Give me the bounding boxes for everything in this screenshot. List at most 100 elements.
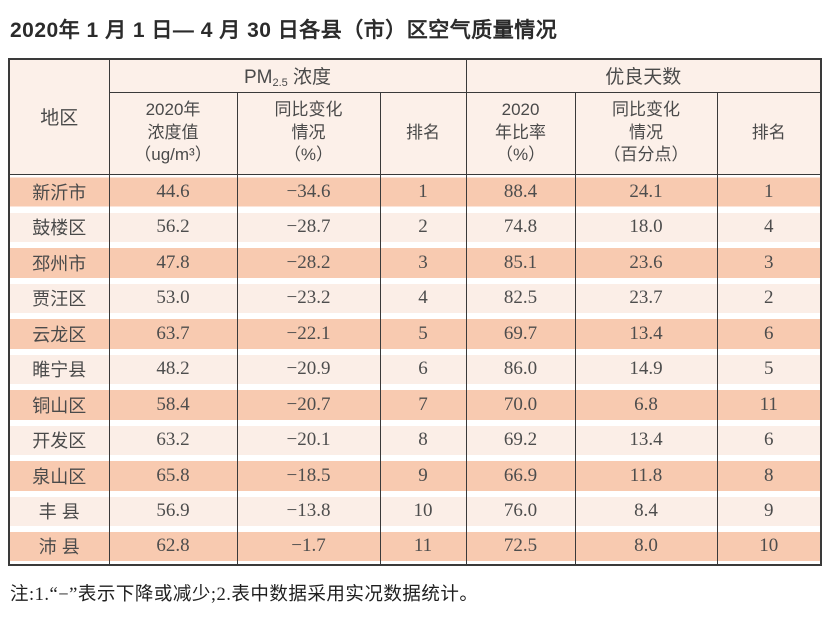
- cell-rate-change: 8.4: [574, 493, 718, 529]
- header-sub-row: 2020年 浓度值 （ug/m³） 同比变化 情况 （%） 排名 2020 年比…: [9, 91, 822, 175]
- header-rate-rank: 排名: [716, 91, 822, 175]
- cell-pm-value: 48.2: [108, 351, 238, 387]
- cell-pm-rank: 6: [379, 351, 467, 387]
- page-title: 2020年 1 月 1 日— 4 月 30 日各县（市）区空气质量情况: [10, 19, 558, 42]
- air-quality-table: 地区 PM2.5 浓度 优良天数 2020年 浓度值 （ug/m³） 同比变化 …: [8, 58, 823, 566]
- cell-region: 铜山区: [8, 387, 110, 423]
- cell-rate-change: 13.4: [574, 422, 718, 458]
- cell-rate-rank: 8: [716, 458, 822, 494]
- header-rate-change: 同比变化 情况 （百分点）: [574, 91, 718, 175]
- cell-pm-value: 65.8: [108, 458, 238, 494]
- cell-rate: 69.7: [465, 316, 576, 352]
- cell-rate-change: 23.6: [574, 245, 718, 281]
- table-row: 云龙区 63.7 −22.1 5 69.7 13.4 6: [8, 316, 822, 352]
- cell-region: 泉山区: [8, 458, 110, 494]
- cell-rate-change: 23.7: [574, 280, 718, 316]
- table-row: 沛 县 62.8 −1.7 11 72.5 8.0 10: [8, 529, 822, 565]
- cell-rate-rank: 1: [716, 174, 822, 210]
- pm25-label-prefix: PM: [243, 67, 273, 89]
- header-group-good-days: 优良天数: [465, 58, 822, 93]
- cell-pm-rank: 10: [379, 493, 467, 529]
- cell-pm-rank: 11: [379, 529, 467, 565]
- cell-rate: 86.0: [465, 351, 576, 387]
- cell-region: 鼓楼区: [8, 209, 110, 245]
- footnote: 注:1.“−”表示下降或减少;2.表中数据采用实况数据统计。: [10, 584, 479, 605]
- cell-pm-value: 56.2: [108, 209, 238, 245]
- table-row: 开发区 63.2 −20.1 8 69.2 13.4 6: [8, 422, 822, 458]
- pm25-label-subscript: 2.5: [272, 77, 288, 89]
- cell-rate: 66.9: [465, 458, 576, 494]
- cell-region: 睢宁县: [8, 351, 110, 387]
- cell-rate-change: 24.1: [574, 174, 718, 210]
- table-row: 丰 县 56.9 −13.8 10 76.0 8.4 9: [8, 493, 822, 529]
- header-group-row: 地区 PM2.5 浓度 优良天数: [8, 58, 822, 175]
- header-pm-change: 同比变化 情况 （%）: [236, 91, 381, 175]
- cell-region: 沛 县: [8, 529, 110, 565]
- cell-region: 贾汪区: [8, 280, 110, 316]
- cell-pm-change: −20.1: [236, 422, 381, 458]
- cell-pm-value: 56.9: [108, 493, 238, 529]
- cell-pm-change: −28.7: [236, 209, 381, 245]
- cell-pm-rank: 9: [379, 458, 467, 494]
- cell-rate: 82.5: [465, 280, 576, 316]
- cell-pm-change: −20.9: [236, 351, 381, 387]
- cell-pm-change: −28.2: [236, 245, 381, 281]
- header-pm-rank: 排名: [379, 91, 467, 175]
- cell-pm-value: 63.7: [108, 316, 238, 352]
- table-row: 贾汪区 53.0 −23.2 4 82.5 23.7 2: [8, 280, 822, 316]
- cell-region: 云龙区: [8, 316, 110, 352]
- cell-rate-change: 13.4: [574, 316, 718, 352]
- page: 2020年 1 月 1 日— 4 月 30 日各县（市）区空气质量情况 地区 P…: [8, 19, 823, 605]
- cell-rate-change: 6.8: [574, 387, 718, 423]
- cell-region: 开发区: [8, 422, 110, 458]
- cell-rate-rank: 10: [716, 529, 822, 565]
- cell-rate-rank: 4: [716, 209, 822, 245]
- cell-pm-rank: 7: [379, 387, 467, 423]
- cell-pm-change: −18.5: [236, 458, 381, 494]
- table-row: 邳州市 47.8 −28.2 3 85.1 23.6 3: [8, 245, 822, 281]
- cell-rate: 88.4: [465, 174, 576, 210]
- table-row: 睢宁县 48.2 −20.9 6 86.0 14.9 5: [8, 351, 822, 387]
- table-row: 泉山区 65.8 −18.5 9 66.9 11.8 8: [8, 458, 822, 494]
- cell-pm-rank: 5: [379, 316, 467, 352]
- cell-rate-rank: 6: [716, 316, 822, 352]
- cell-rate-rank: 5: [716, 351, 822, 387]
- cell-pm-rank: 1: [379, 174, 467, 210]
- header-region: 地区: [8, 58, 110, 175]
- cell-pm-value: 63.2: [108, 422, 238, 458]
- cell-rate-rank: 2: [716, 280, 822, 316]
- cell-pm-change: −23.2: [236, 280, 381, 316]
- cell-pm-rank: 3: [379, 245, 467, 281]
- cell-rate-change: 11.8: [574, 458, 718, 494]
- table-body: 新沂市 44.6 −34.6 1 88.4 24.1 1 鼓楼区 56.2 −2…: [8, 174, 822, 565]
- cell-rate: 69.2: [465, 422, 576, 458]
- cell-rate-rank: 3: [716, 245, 822, 281]
- cell-pm-value: 44.6: [108, 174, 238, 210]
- table-header: 地区 PM2.5 浓度 优良天数 2020年 浓度值 （ug/m³） 同比变化 …: [8, 58, 822, 175]
- cell-pm-rank: 2: [379, 209, 467, 245]
- cell-rate-change: 14.9: [574, 351, 718, 387]
- cell-rate-rank: 6: [716, 422, 822, 458]
- header-group-pm25: PM2.5 浓度: [108, 58, 467, 93]
- cell-pm-change: −20.7: [236, 387, 381, 423]
- cell-pm-value: 62.8: [108, 529, 238, 565]
- cell-pm-rank: 8: [379, 422, 467, 458]
- cell-pm-rank: 4: [379, 280, 467, 316]
- header-pm-value: 2020年 浓度值 （ug/m³）: [108, 91, 238, 175]
- table-row: 新沂市 44.6 −34.6 1 88.4 24.1 1: [8, 174, 822, 210]
- cell-rate: 72.5: [465, 529, 576, 565]
- table-row: 铜山区 58.4 −20.7 7 70.0 6.8 11: [8, 387, 822, 423]
- cell-rate: 74.8: [465, 209, 576, 245]
- cell-region: 丰 县: [8, 493, 110, 529]
- cell-rate-change: 8.0: [574, 529, 718, 565]
- cell-rate-rank: 11: [716, 387, 822, 423]
- cell-rate: 85.1: [465, 245, 576, 281]
- cell-rate: 70.0: [465, 387, 576, 423]
- cell-rate-rank: 9: [716, 493, 822, 529]
- cell-pm-change: −34.6: [236, 174, 381, 210]
- header-rate: 2020 年比率 （%）: [465, 91, 576, 175]
- cell-pm-value: 53.0: [108, 280, 238, 316]
- cell-rate-change: 18.0: [574, 209, 718, 245]
- cell-region: 新沂市: [8, 174, 110, 210]
- table-row: 鼓楼区 56.2 −28.7 2 74.8 18.0 4: [8, 209, 822, 245]
